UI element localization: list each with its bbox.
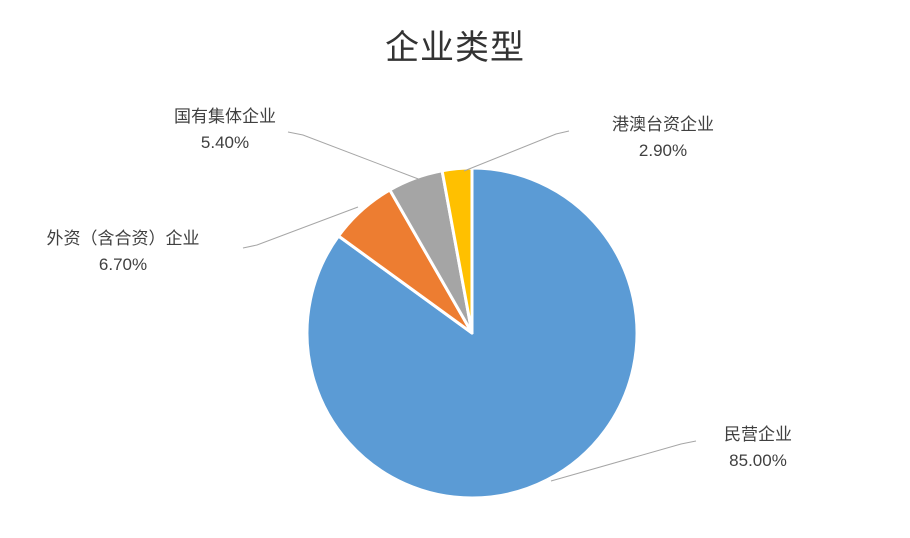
- callout-foreign-joint-venture-pct: 6.70%: [98, 255, 148, 274]
- callout-hk-macao-taiwan-name: 港澳台资企业: [612, 115, 714, 134]
- callout-hk-macao-taiwan: 港澳台资企业 2.90%: [612, 112, 714, 164]
- callout-foreign-joint-venture-name: 外资（含合资）企业: [46, 229, 200, 248]
- callout-hk-macao-taiwan-pct: 2.90%: [638, 141, 688, 160]
- callout-state-collective-name: 国有集体企业: [174, 107, 276, 126]
- leader-line-hk-macao-taiwan: [463, 130, 570, 172]
- chart-title: 企业类型: [385, 30, 525, 67]
- callout-private-name: 民营企业: [724, 425, 792, 444]
- callout-state-collective-pct: 5.40%: [200, 133, 250, 152]
- callout-state-collective: 国有集体企业 5.40%: [174, 104, 276, 156]
- leader-line-state-collective: [287, 131, 422, 181]
- leader-lines: [242, 130, 697, 482]
- callout-foreign-joint-venture: 外资（含合资）企业 6.70%: [47, 226, 200, 278]
- callout-private-pct: 85.00%: [729, 451, 787, 470]
- leader-line-private: [550, 440, 697, 482]
- callout-private: 民营企业 85.00%: [724, 422, 792, 474]
- leader-line-foreign-joint-venture: [242, 206, 359, 249]
- pie-slices: [305, 166, 639, 500]
